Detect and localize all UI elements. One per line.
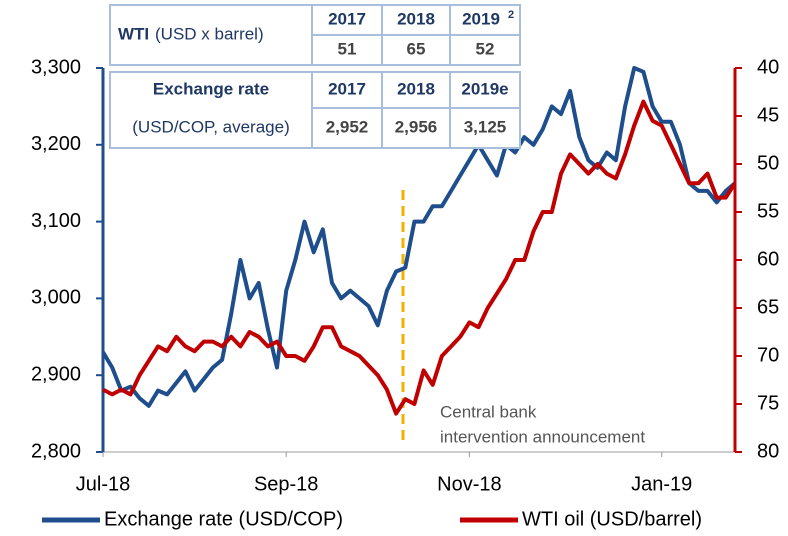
series-line <box>102 99 737 416</box>
table-value: 65 <box>407 39 426 58</box>
legend-label: WTI oil (USD/barrel) <box>522 508 702 530</box>
table-header: 2017 <box>328 9 366 28</box>
table-title: WTI <box>118 24 149 43</box>
table-title: Exchange rate <box>153 79 269 98</box>
table-value: 2,956 <box>395 117 438 136</box>
y-tick-label: 3,100 <box>31 210 81 232</box>
y2-tick-label: 70 <box>757 344 779 366</box>
table-header: 2018 <box>397 9 435 28</box>
y2-tick-label: 75 <box>757 392 779 414</box>
y-tick-label: 2,800 <box>31 440 81 462</box>
y-tick-label: 3,000 <box>31 287 81 309</box>
table-footnote-mark: 2 <box>508 9 514 21</box>
table-header: 2019 <box>462 9 500 28</box>
y-tick-label: 3,300 <box>31 56 81 78</box>
y-tick-label: 3,200 <box>31 133 81 155</box>
table-subtitle: (USD/COP, average) <box>132 117 289 136</box>
table-header: 2019e <box>461 79 508 98</box>
y2-tick-label: 55 <box>757 200 779 222</box>
table-value: 51 <box>338 39 357 58</box>
y2-tick-label: 50 <box>757 152 779 174</box>
x-tick-label: Nov-18 <box>437 473 501 495</box>
table-header: 2017 <box>328 79 366 98</box>
x-tick-label: Sep-18 <box>254 473 319 495</box>
table-value: 3,125 <box>464 117 507 136</box>
y2-tick-label: 65 <box>757 296 779 318</box>
x-tick-label: Jul-18 <box>76 473 130 495</box>
legend-label: Exchange rate (USD/COP) <box>104 508 343 530</box>
y-tick-label: 2,900 <box>31 363 81 385</box>
x-tick-label: Jan-19 <box>631 473 692 495</box>
table-bg <box>109 71 521 149</box>
y2-tick-label: 60 <box>757 248 779 270</box>
annotation-text: intervention announcement <box>440 427 645 446</box>
table-subtitle: (USD x barrel) <box>155 24 264 43</box>
table-value: 52 <box>476 39 495 58</box>
series-line <box>101 66 737 408</box>
y2-tick-label: 45 <box>757 104 779 126</box>
table-header: 2018 <box>397 79 435 98</box>
table-value: 2,952 <box>326 117 369 136</box>
y2-tick-label: 40 <box>757 56 779 78</box>
y2-tick-label: 80 <box>757 440 779 462</box>
annotation-text: Central bank <box>440 402 537 421</box>
